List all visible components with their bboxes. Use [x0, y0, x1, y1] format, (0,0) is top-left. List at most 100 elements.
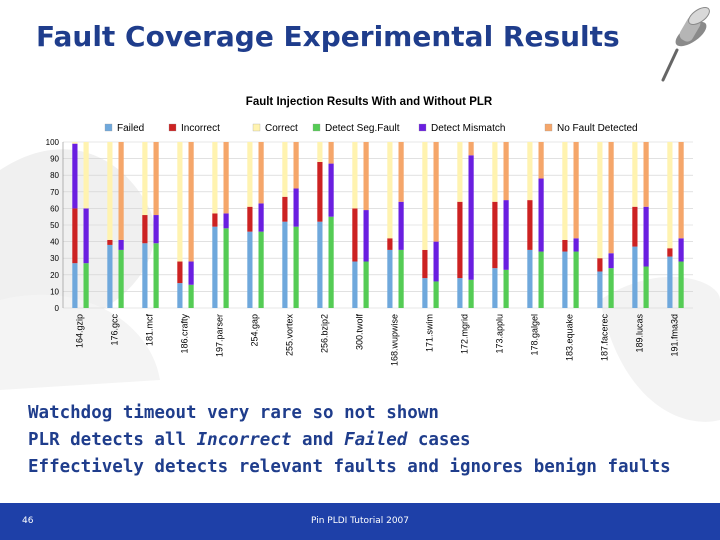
- bar-with-187.facerec-mismatch: [608, 253, 614, 269]
- bar-with-300.twolf-mismatch: [363, 210, 369, 262]
- bar-with-186.crafty-mismatch: [188, 261, 194, 285]
- bar-without-183.equake-correct: [562, 142, 568, 240]
- legend-swatch-5: [544, 123, 553, 132]
- x-tick-label: 176.gcc: [110, 314, 120, 346]
- bar-without-197.parser-incorrect: [212, 213, 218, 227]
- bar-without-164.gzip-mismatch: [72, 143, 78, 209]
- bar-without-255.vortex-failed: [282, 221, 288, 308]
- bar-with-173.applu-nofault: [503, 142, 509, 201]
- bar-with-168.wupwise-segfault: [398, 249, 404, 308]
- bar-without-171.swim-correct: [422, 142, 428, 250]
- legend-label-3: Detect Seg.Fault: [325, 123, 400, 134]
- bar-without-176.gcc-incorrect: [107, 239, 113, 245]
- bar-with-178.galgel-mismatch: [538, 178, 544, 252]
- chart-legend: Failed Incorrect Correct Detect Seg.Fault De…: [104, 123, 638, 134]
- bar-with-189.lucas-mismatch: [643, 206, 649, 267]
- bar-without-186.crafty-correct: [177, 142, 183, 262]
- legend-label-2: Correct: [265, 123, 298, 134]
- bar-with-176.gcc-nofault: [118, 142, 124, 240]
- footer-text: Pin PLDI Tutorial 2007: [310, 516, 410, 526]
- bar-with-181.mcf-nofault: [153, 142, 159, 216]
- bar-with-254.gap-mismatch: [258, 203, 264, 232]
- legend-label-5: No Fault Detected: [557, 123, 638, 134]
- bar-without-187.facerec-failed: [597, 271, 603, 308]
- bar-without-183.equake-failed: [562, 251, 568, 308]
- bullet-3: Effectively detects relevant faults and …: [28, 457, 671, 477]
- bar-with-187.facerec-nofault: [608, 142, 614, 254]
- y-tick-label: 0: [55, 304, 60, 313]
- bar-without-173.applu-failed: [492, 268, 498, 308]
- bar-with-254.gap-segfault: [258, 231, 264, 308]
- bar-with-181.mcf-mismatch: [153, 215, 159, 244]
- bullet-list: Watchdog timeout very rare so not shown …: [28, 400, 671, 481]
- x-tick-label: 186.crafty: [180, 314, 190, 354]
- bar-without-183.equake-incorrect: [562, 239, 568, 252]
- page-number: 46: [22, 516, 34, 526]
- bar-with-256.bzip2-segfault: [328, 216, 334, 308]
- legend-swatch-3: [312, 123, 321, 132]
- bar-without-178.galgel-incorrect: [527, 200, 533, 250]
- x-tick-label: 183.equake: [565, 314, 575, 361]
- chart-title: Fault Injection Results With and Without…: [246, 96, 493, 108]
- bar-without-255.vortex-correct: [282, 142, 288, 197]
- bar-with-197.parser-segfault: [223, 228, 229, 308]
- bar-with-172.mgrid-mismatch: [468, 155, 474, 280]
- bar-without-187.facerec-incorrect: [597, 258, 603, 272]
- bar-with-186.crafty-nofault: [188, 142, 194, 262]
- bar-without-254.gap-failed: [247, 231, 253, 308]
- bar-with-197.parser-nofault: [223, 142, 229, 214]
- x-tick-label: 172.mgrid: [460, 314, 470, 354]
- bar-without-173.applu-incorrect: [492, 201, 498, 269]
- bar-without-168.wupwise-failed: [387, 249, 393, 308]
- x-tick-label: 164.gzip: [75, 314, 85, 348]
- x-tick-label: 171.swim: [425, 314, 435, 352]
- bar-without-186.crafty-incorrect: [177, 261, 183, 284]
- y-tick-label: 100: [46, 138, 60, 147]
- bar-without-181.mcf-correct: [142, 142, 148, 216]
- x-tick-label: 191.fma3d: [670, 314, 680, 357]
- bar-without-172.mgrid-correct: [457, 142, 463, 202]
- bar-with-183.equake-mismatch: [573, 238, 579, 252]
- legend-label-1: Incorrect: [181, 123, 220, 134]
- bar-with-164.gzip-segfault: [83, 263, 89, 308]
- bar-without-173.applu-correct: [492, 142, 498, 202]
- y-axis: 0 10 20 30 40 50 60 70 80 90 100: [46, 138, 64, 313]
- fault-injection-chart: Fault Injection Results With and Without…: [46, 96, 693, 366]
- x-tick-label: 255.vortex: [285, 314, 295, 357]
- bar-without-176.gcc-failed: [107, 244, 113, 308]
- bar-with-300.twolf-nofault: [363, 142, 369, 211]
- bar-with-183.equake-nofault: [573, 142, 579, 239]
- bar-with-256.bzip2-mismatch: [328, 163, 334, 217]
- x-tick-label: 178.galgel: [530, 314, 540, 356]
- y-tick-label: 90: [50, 155, 59, 164]
- bar-with-187.facerec-segfault: [608, 268, 614, 308]
- legend-swatch-0: [104, 123, 113, 132]
- y-tick-label: 20: [50, 271, 59, 280]
- legend-label-4: Detect Mismatch: [431, 123, 505, 134]
- legend-label-0: Failed: [117, 123, 144, 134]
- y-tick-label: 70: [50, 188, 59, 197]
- bar-without-254.gap-correct: [247, 142, 253, 207]
- chart-bars: [72, 142, 684, 308]
- bar-without-178.galgel-correct: [527, 142, 533, 201]
- footer-bar: 46 Pin PLDI Tutorial 2007: [0, 503, 720, 540]
- x-tick-label: 173.applu: [495, 314, 505, 354]
- bar-with-255.vortex-segfault: [293, 226, 299, 308]
- bar-with-172.mgrid-segfault: [468, 279, 474, 308]
- bar-without-164.gzip-incorrect: [72, 208, 78, 264]
- bar-without-191.fma3d-failed: [667, 256, 673, 308]
- x-tick-label: 256.bzip2: [320, 314, 330, 353]
- bar-without-187.facerec-correct: [597, 142, 603, 259]
- bar-with-254.gap-nofault: [258, 142, 264, 204]
- bar-with-183.equake-segfault: [573, 251, 579, 308]
- bar-without-300.twolf-failed: [352, 261, 358, 308]
- bar-without-255.vortex-incorrect: [282, 196, 288, 222]
- bar-with-191.fma3d-nofault: [678, 142, 684, 239]
- bar-with-178.galgel-nofault: [538, 142, 544, 179]
- bar-without-172.mgrid-failed: [457, 278, 463, 308]
- bar-without-191.fma3d-incorrect: [667, 248, 673, 257]
- bar-with-189.lucas-nofault: [643, 142, 649, 207]
- bar-with-256.bzip2-nofault: [328, 142, 334, 164]
- bar-with-173.applu-segfault: [503, 269, 509, 308]
- legend-swatch-4: [418, 123, 427, 132]
